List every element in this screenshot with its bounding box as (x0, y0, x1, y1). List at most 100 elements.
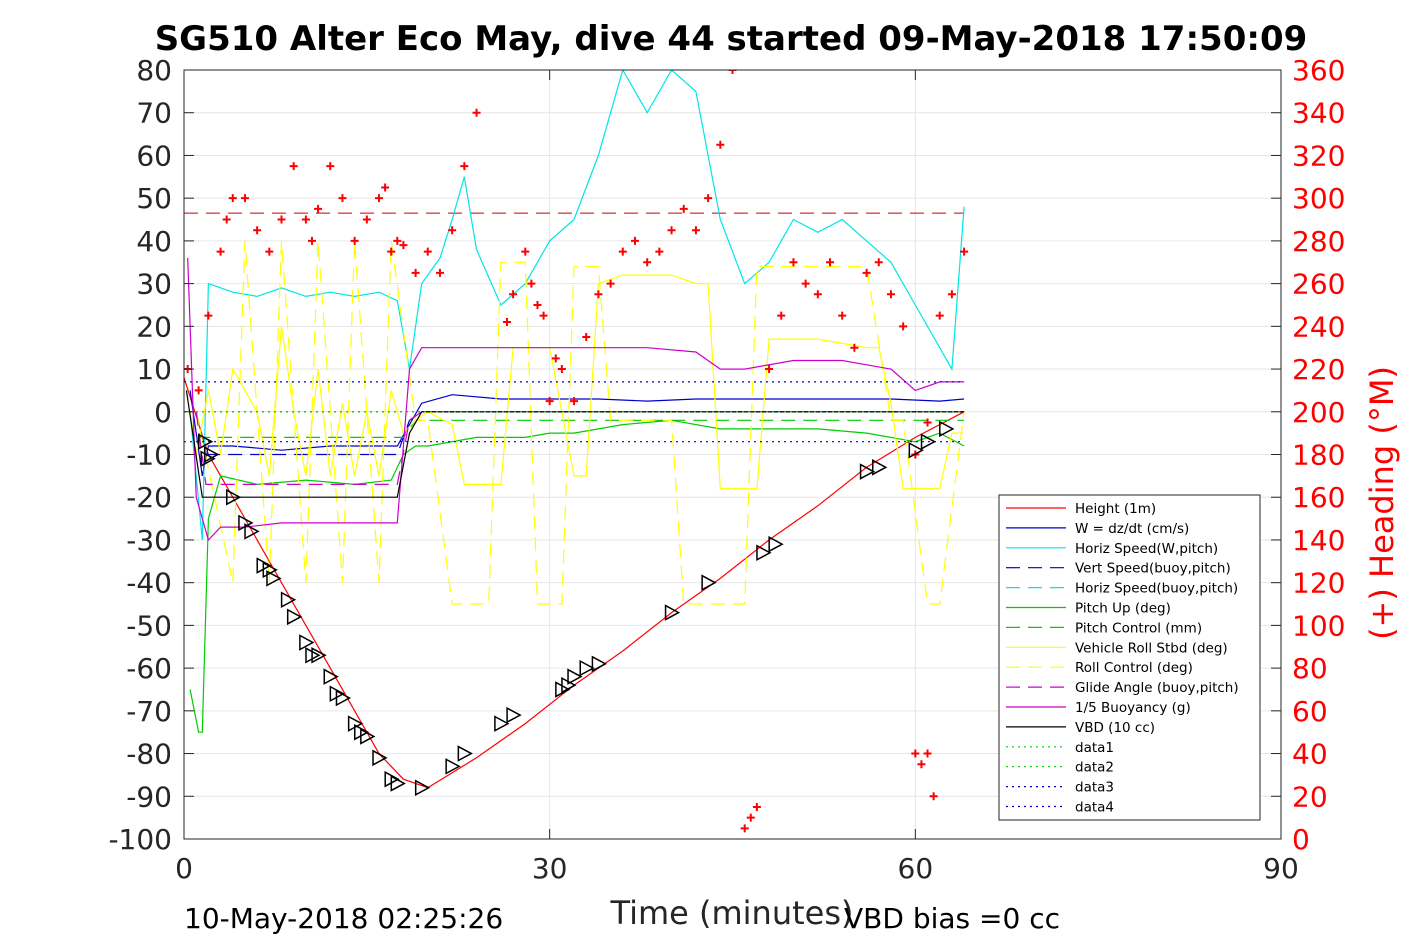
heading-point (862, 268, 871, 277)
heading-point (375, 194, 384, 203)
depth-marker (414, 779, 431, 796)
heading-point (630, 236, 639, 245)
heading-point (911, 749, 920, 758)
heading-point (381, 183, 390, 192)
heading-point (216, 247, 225, 256)
y-tick-label: -100 (108, 823, 172, 856)
depth-marker (445, 758, 461, 775)
y-right-tick-label: 20 (1292, 780, 1328, 813)
legend-label: Vehicle Roll Stbd (deg) (1075, 640, 1228, 656)
heading-point (557, 365, 566, 374)
depth-marker (311, 647, 327, 664)
heading-point (899, 322, 908, 331)
depth-marker (908, 441, 924, 459)
heading-point (423, 247, 432, 256)
y-tick-label: -50 (126, 609, 172, 642)
heading-point (472, 108, 481, 117)
heading-point (801, 279, 810, 288)
y-tick-label: 40 (136, 225, 172, 258)
depth-marker (286, 608, 303, 626)
y-right-tick-label: 0 (1292, 823, 1310, 856)
depth-markers (197, 420, 955, 796)
depth-marker (299, 634, 315, 651)
x-tick-label: 0 (175, 852, 193, 885)
heading-point (929, 792, 938, 801)
y-tick-label: 60 (136, 139, 172, 172)
legend-label: Height (1m) (1075, 501, 1156, 517)
heading-point (503, 318, 512, 327)
heading-point (594, 290, 603, 299)
legend-label: W = dz/dt (cm/s) (1075, 521, 1189, 537)
heading-point (838, 311, 847, 320)
heading-point (228, 194, 237, 203)
heading-point (813, 290, 822, 299)
heading-point (740, 824, 749, 833)
series-line (189, 390, 965, 477)
y-tick-label: 10 (136, 353, 172, 386)
depth-marker (664, 604, 681, 621)
heading-point (691, 226, 700, 235)
heading-point (521, 247, 530, 256)
heading-point (765, 365, 774, 374)
heading-point (570, 397, 579, 406)
heading-point (551, 354, 560, 363)
heading-point (606, 279, 615, 288)
legend-label: data2 (1075, 760, 1114, 776)
heading-point (194, 386, 203, 395)
series-line (195, 240, 965, 605)
depth-marker (859, 463, 876, 480)
series-line (187, 257, 965, 542)
depth-marker (204, 446, 220, 463)
heading-point (789, 258, 798, 267)
depth-marker (200, 450, 216, 468)
heading-point (935, 311, 944, 320)
y-tick-label: 20 (136, 310, 172, 343)
legend-label: data1 (1075, 740, 1114, 756)
depth-marker (494, 715, 510, 732)
series-line (184, 377, 965, 789)
y-right-tick-label: 320 (1292, 139, 1345, 172)
heading-point (399, 241, 408, 250)
y-tick-label: -80 (126, 738, 172, 771)
depth-marker (197, 433, 214, 450)
legend-label: 1/5 Buoyancy (g) (1075, 700, 1191, 716)
heading-point (947, 290, 956, 299)
heading-point (265, 247, 274, 256)
axis-ticks (183, 69, 1282, 840)
y-right-tick-label: 120 (1292, 567, 1345, 600)
heading-point (923, 418, 932, 427)
heading-point (777, 311, 786, 320)
heading-point (350, 236, 359, 245)
series-line (189, 70, 965, 540)
heading-point (326, 162, 335, 171)
heading-point (533, 300, 542, 309)
series-lines (184, 70, 965, 789)
heading-point (746, 813, 755, 822)
chart-title: SG510 Alter Eco May, dive 44 started 09-… (155, 19, 1308, 59)
legend-label: VBD (10 cc) (1075, 720, 1155, 736)
depth-marker (756, 544, 772, 562)
heading-point (307, 236, 316, 245)
y-tick-label: -60 (126, 652, 172, 685)
depth-marker (579, 659, 595, 677)
y-right-tick-label: 40 (1292, 738, 1328, 771)
y-right-tick-label: 180 (1292, 439, 1345, 472)
heading-point (704, 194, 713, 203)
heading-point (362, 215, 371, 224)
y-tick-label: 0 (154, 396, 172, 429)
heading-point (960, 247, 969, 256)
series-line (195, 411, 965, 485)
heading-point (277, 215, 286, 224)
y-right-tick-label: 60 (1292, 695, 1328, 728)
heading-point (667, 226, 676, 235)
heading-point (716, 140, 725, 149)
heading-point (393, 236, 402, 245)
y-right-tick-label: 260 (1292, 268, 1345, 301)
heading-point (448, 226, 457, 235)
y-tick-label: -10 (126, 439, 172, 472)
depth-marker (335, 689, 352, 707)
heading-point (545, 397, 554, 406)
heading-point (527, 279, 536, 288)
depth-marker (390, 775, 406, 792)
